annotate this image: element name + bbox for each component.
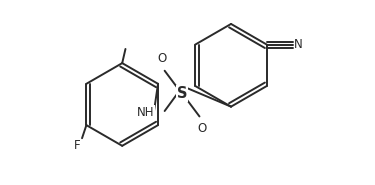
Text: S: S bbox=[177, 86, 187, 101]
Text: N: N bbox=[294, 38, 303, 51]
Text: F: F bbox=[74, 139, 81, 152]
Text: O: O bbox=[158, 52, 167, 65]
Text: NH: NH bbox=[137, 106, 155, 119]
Text: O: O bbox=[197, 122, 206, 135]
